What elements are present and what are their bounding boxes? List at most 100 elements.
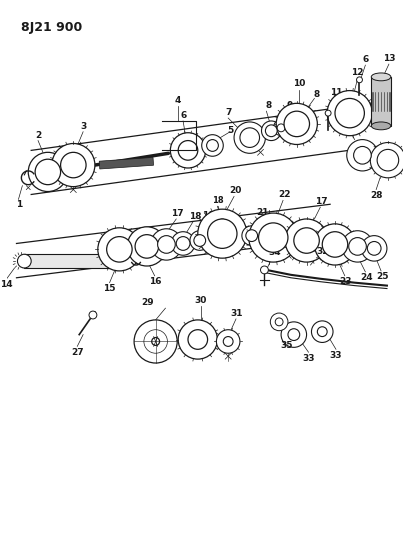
Circle shape (277, 124, 285, 132)
Circle shape (275, 318, 283, 326)
Text: 25: 25 (376, 272, 388, 281)
Text: 33: 33 (302, 353, 315, 362)
Text: 13: 13 (383, 54, 395, 63)
Text: 35: 35 (281, 341, 293, 350)
Text: 9: 9 (287, 101, 293, 110)
Text: 12: 12 (351, 68, 364, 77)
Text: 14: 14 (0, 280, 13, 289)
Text: 23: 23 (339, 277, 352, 286)
Circle shape (202, 135, 223, 156)
Text: 6: 6 (181, 110, 187, 119)
Text: 11: 11 (330, 88, 342, 97)
Text: 15: 15 (103, 284, 116, 293)
Circle shape (273, 120, 289, 136)
Circle shape (98, 228, 141, 271)
Ellipse shape (17, 254, 31, 268)
Text: 16: 16 (149, 277, 162, 286)
Circle shape (311, 321, 333, 342)
Circle shape (370, 142, 404, 178)
Circle shape (246, 230, 258, 241)
Circle shape (249, 213, 298, 262)
Circle shape (261, 266, 268, 274)
Text: 18: 18 (189, 212, 201, 221)
Circle shape (318, 327, 327, 336)
Circle shape (213, 215, 231, 233)
Circle shape (242, 226, 261, 245)
Text: 19: 19 (202, 211, 215, 220)
Text: 34: 34 (268, 248, 280, 257)
Text: 22: 22 (278, 190, 290, 199)
Ellipse shape (116, 254, 129, 268)
Text: 8: 8 (313, 90, 320, 99)
Bar (24, 254, 122, 268)
Text: 20: 20 (229, 186, 241, 195)
Text: 5: 5 (227, 126, 233, 135)
Circle shape (327, 91, 372, 136)
Text: 26: 26 (343, 117, 355, 126)
Circle shape (281, 322, 307, 348)
Circle shape (127, 227, 166, 266)
Text: 24: 24 (360, 273, 372, 282)
Text: 18: 18 (212, 196, 223, 205)
Text: 4: 4 (175, 96, 181, 105)
Circle shape (342, 231, 373, 262)
Circle shape (188, 330, 208, 349)
Circle shape (270, 313, 288, 330)
Circle shape (158, 236, 175, 253)
Circle shape (240, 128, 259, 148)
Text: 28: 28 (370, 191, 383, 200)
Circle shape (28, 152, 67, 191)
Circle shape (135, 235, 159, 258)
Circle shape (276, 103, 318, 144)
Text: 33: 33 (330, 351, 342, 360)
Circle shape (206, 140, 219, 151)
Circle shape (107, 237, 132, 262)
Circle shape (89, 311, 97, 319)
Text: 17: 17 (171, 208, 183, 217)
Circle shape (171, 232, 195, 255)
Text: 7: 7 (225, 108, 231, 117)
Circle shape (178, 141, 198, 160)
Circle shape (259, 223, 288, 252)
Circle shape (217, 219, 227, 229)
Circle shape (198, 209, 247, 258)
Circle shape (61, 152, 86, 178)
Circle shape (325, 110, 331, 116)
Circle shape (285, 219, 328, 262)
Circle shape (294, 228, 319, 253)
Circle shape (134, 320, 177, 363)
Text: 27: 27 (71, 348, 84, 357)
Circle shape (261, 121, 281, 141)
Text: 10: 10 (292, 79, 305, 88)
Ellipse shape (371, 73, 391, 81)
Circle shape (35, 159, 61, 184)
Text: 17: 17 (315, 197, 328, 206)
Circle shape (190, 231, 210, 251)
Circle shape (208, 219, 237, 248)
Circle shape (349, 238, 366, 255)
Circle shape (288, 329, 300, 341)
Circle shape (322, 232, 348, 257)
Circle shape (151, 229, 182, 260)
Circle shape (314, 224, 356, 265)
Circle shape (357, 77, 362, 83)
Text: 32: 32 (316, 247, 328, 256)
Circle shape (176, 237, 190, 251)
Text: 2: 2 (35, 131, 41, 140)
Circle shape (194, 235, 206, 246)
Circle shape (362, 236, 387, 261)
Circle shape (367, 241, 381, 255)
Circle shape (178, 320, 217, 359)
Circle shape (354, 147, 371, 164)
Text: 30: 30 (195, 296, 207, 305)
Circle shape (335, 99, 364, 128)
Circle shape (284, 111, 309, 136)
Circle shape (265, 125, 277, 136)
Text: 6: 6 (362, 55, 368, 64)
Circle shape (347, 140, 378, 171)
Text: 8J21 900: 8J21 900 (21, 21, 83, 34)
Circle shape (223, 336, 233, 346)
Circle shape (152, 337, 160, 345)
Text: 21: 21 (256, 208, 269, 216)
Text: 1: 1 (16, 200, 23, 209)
